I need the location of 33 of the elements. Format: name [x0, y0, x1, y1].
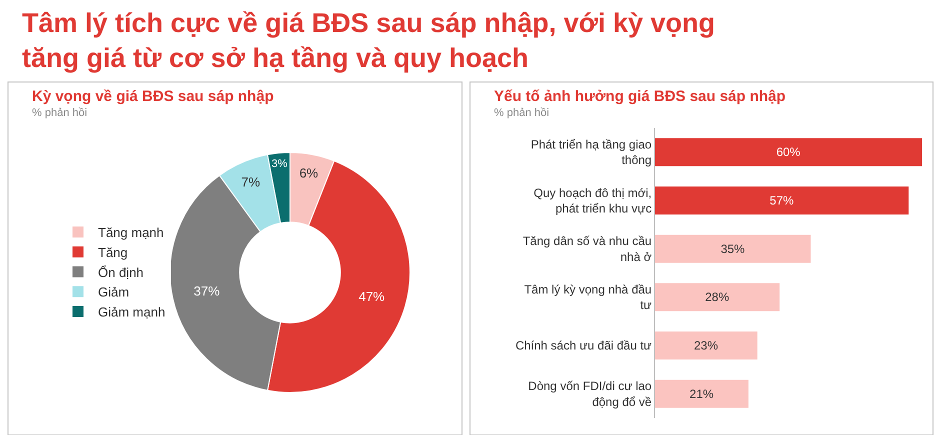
- bar: [655, 380, 748, 408]
- data-label: 35%: [720, 242, 746, 256]
- legend-label: Tăng mạnh: [98, 225, 164, 240]
- data-label: 23%: [694, 338, 718, 352]
- data-label: 60%: [776, 145, 801, 160]
- data-label: 21%: [690, 386, 714, 401]
- data-label: 7%: [241, 174, 260, 190]
- data-label: 6%: [299, 166, 319, 181]
- text: Tâm lý tích cực về giá BĐS sau sáp nhập, với kỳ vọng tăng giá từ cơ sở hạ tầng và quy hoạch: [22, 8, 715, 74]
- text: % phản hồi: [494, 107, 550, 119]
- chart-title: Kỳ vọng về giá BĐS sau sáp nhập: [32, 88, 274, 105]
- bar: [655, 234, 811, 263]
- legend-label: Tăng: [98, 244, 128, 260]
- data-label: 28%: [705, 290, 730, 304]
- y-tick-label: Tâm lý kỳ vọng nhà đầu tư: [524, 282, 652, 312]
- legend-label: Giảm: [98, 284, 130, 300]
- legend-label: Ổn định: [98, 264, 144, 280]
- bar: [655, 186, 909, 215]
- data-label: 3%: [272, 158, 288, 170]
- y-tick-label: Chính sách ưu đãi đầu tư: [515, 338, 652, 353]
- chart-subtitle: % phản hồi: [32, 107, 88, 119]
- data-label: 37%: [194, 284, 220, 299]
- y-tick-label: Tăng dân số và nhu cầu nhà ở: [522, 234, 652, 264]
- bar: [655, 283, 780, 312]
- y-tick-label: Phát triển hạ tầng giao thông: [530, 138, 652, 168]
- y-tick-label: Dòng vốn FDI/di cư lao động đổ về: [528, 379, 652, 409]
- y-tick-label: Quy hoạch đô thị mới, phát triển khu vực: [534, 186, 652, 216]
- data-label: 57%: [770, 194, 794, 208]
- bar: [655, 331, 758, 360]
- chart-title: Yếu tố ảnh hưởng giá BĐS sau sáp nhập: [494, 88, 786, 105]
- bar: [655, 138, 922, 166]
- legend-label: Giảm mạnh: [98, 304, 166, 320]
- data-label: 47%: [358, 288, 386, 304]
